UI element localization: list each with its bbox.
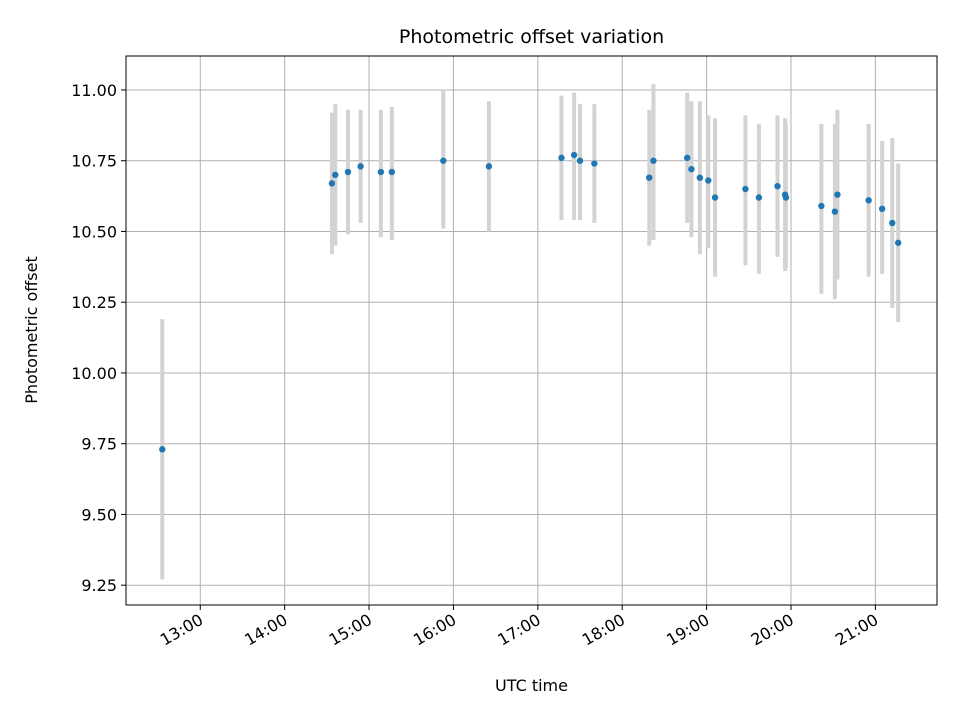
data-point [834,191,841,198]
y-tick-label: 9.75 [81,435,117,454]
y-tick-label: 10.50 [71,222,117,241]
x-tick-label: 16:00 [410,610,459,650]
data-point [865,197,872,204]
x-tick-label: 15:00 [326,610,375,650]
data-point [705,177,712,184]
chart-title: Photometric offset variation [399,26,664,48]
data-point [357,163,364,170]
data-point [742,185,749,193]
data-point [688,165,695,173]
x-tick-label: 14:00 [241,610,290,650]
y-tick-label: 10.75 [71,152,117,171]
y-tick-label: 10.00 [71,364,117,383]
data-point [570,151,578,159]
x-tick-label: 19:00 [663,610,712,650]
data-point [774,182,781,190]
x-tick-label: 17:00 [494,610,543,650]
data-point [646,174,653,181]
data-point [650,157,657,164]
error-bars [160,84,901,580]
y-tick-label: 10.25 [71,293,117,312]
data-point [377,168,385,176]
data-point [755,194,763,201]
data-point [440,157,447,164]
y-tick-label: 9.25 [81,576,117,595]
data-point [711,194,719,201]
data-point [782,194,790,201]
y-axis-ticks: 9.25 9.50 9.75 10.00 10.25 10.50 10.75 11.00 [71,81,126,595]
y-axis-label: Photometric offset [22,256,41,404]
data-point [388,168,396,176]
data-point [332,171,339,179]
x-tick-label: 21:00 [832,610,881,650]
y-tick-label: 11.00 [71,81,117,100]
x-axis-label: UTC time [495,676,568,695]
data-point [684,154,691,162]
data-point [831,208,839,215]
data-point [576,157,584,164]
data-point [696,174,704,181]
data-point [894,239,902,246]
plot-frame [125,55,938,606]
data-point [328,180,336,187]
data-point [558,154,565,162]
data-point [485,163,493,170]
data-point [889,219,896,227]
data-point [344,168,352,176]
x-tick-label: 18:00 [579,610,628,650]
data-point [591,160,598,167]
data-points [159,151,902,453]
data-point [878,205,886,213]
x-tick-label: 13:00 [157,610,206,650]
x-axis-ticks: 13:00 14:00 15:00 16:00 17:00 18:00 19:00 20:00… [157,605,881,650]
data-point [159,446,166,453]
x-tick-label: 20:00 [748,610,797,650]
y-tick-label: 9.50 [81,505,117,524]
data-point [818,202,825,210]
grid-lines [126,56,937,605]
